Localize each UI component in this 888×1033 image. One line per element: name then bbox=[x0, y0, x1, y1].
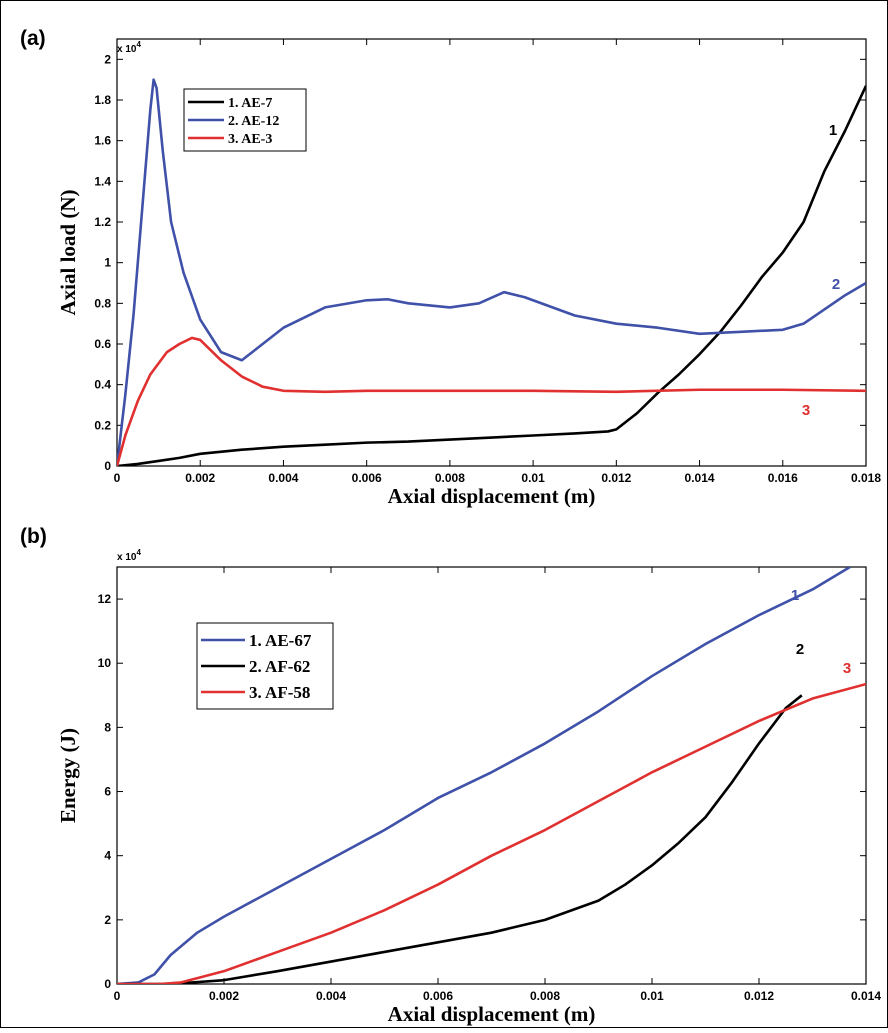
series-end-label-2: 2 bbox=[796, 641, 804, 658]
y-multiplier-base: x 10 bbox=[117, 44, 137, 55]
y-tick-label: 0.4 bbox=[94, 378, 111, 392]
y-tick-label: 10 bbox=[98, 656, 112, 670]
legend-label-3: 3. AF-58 bbox=[249, 683, 310, 702]
y-axis-label: Axial load (N) bbox=[56, 189, 80, 315]
y-tick-label: 4 bbox=[104, 849, 111, 863]
legend-label-1: 1. AE-7 bbox=[228, 96, 272, 111]
x-tick-label: 0.014 bbox=[851, 989, 881, 1003]
x-tick-label: 0 bbox=[114, 989, 121, 1003]
x-tick-label: 0.014 bbox=[685, 471, 715, 485]
y-tick-label: 8 bbox=[104, 720, 111, 734]
panel-label: (a) bbox=[20, 27, 46, 50]
y-tick-label: 2 bbox=[104, 52, 111, 66]
x-tick-label: 0.012 bbox=[601, 471, 631, 485]
series-end-label-2: 2 bbox=[832, 276, 840, 293]
x-axis-label: Axial displacement (m) bbox=[388, 1002, 596, 1026]
legend-label-2: 2. AE-12 bbox=[228, 114, 279, 129]
x-tick-label: 0.012 bbox=[744, 989, 774, 1003]
x-axis-label: Axial displacement (m) bbox=[388, 484, 596, 508]
x-tick-label: 0.004 bbox=[316, 989, 346, 1003]
x-tick-label: 0.018 bbox=[851, 471, 881, 485]
series-line-1 bbox=[117, 85, 866, 466]
series-line-1 bbox=[117, 567, 851, 984]
x-tick-label: 0.008 bbox=[530, 989, 560, 1003]
panel-a: (a) 0 0.002 0.004 0.006 0.008 0.01 0.012 0.014 0.… bbox=[20, 27, 881, 508]
y-tick-label: 1.2 bbox=[94, 215, 111, 229]
y-multiplier-exponent: 4 bbox=[136, 548, 141, 557]
y-multiplier: x 104 bbox=[117, 40, 141, 55]
y-axis-label: Energy (J) bbox=[56, 728, 80, 823]
y-tick-label: 0.6 bbox=[94, 337, 111, 351]
y-tick-label: 0 bbox=[104, 459, 111, 473]
y-tick-label: 1.4 bbox=[94, 174, 111, 188]
x-tick-label: 0.016 bbox=[768, 471, 798, 485]
y-multiplier: x 104 bbox=[117, 548, 141, 563]
series-line-3 bbox=[117, 336, 866, 466]
x-tick-label: 0.006 bbox=[352, 471, 382, 485]
plot-area-frame bbox=[116, 566, 867, 985]
y-tick-label: 1.8 bbox=[94, 93, 111, 107]
series-end-label-1: 1 bbox=[829, 122, 837, 139]
series-end-label-3: 3 bbox=[802, 402, 810, 419]
y-tick-label: 0.8 bbox=[94, 296, 111, 310]
series-end-label-3: 3 bbox=[843, 660, 851, 677]
y-tick-label: 0 bbox=[104, 977, 111, 991]
series-line-3 bbox=[117, 682, 866, 984]
y-tick-label: 6 bbox=[104, 785, 111, 799]
series-line-2 bbox=[117, 78, 866, 466]
y-multiplier-base: x 10 bbox=[117, 552, 137, 563]
panel-b: (b) 0 0.002 0.004 0.006 0.008 0.01 0.012 0.014 0 2… bbox=[20, 525, 881, 1026]
series-line-2 bbox=[117, 694, 803, 984]
legend-label-3: 3. AE-3 bbox=[228, 132, 272, 147]
x-tick-label: 0 bbox=[114, 471, 121, 485]
panel-label: (b) bbox=[20, 525, 47, 548]
y-multiplier-exponent: 4 bbox=[136, 40, 141, 49]
y-tick-label: 12 bbox=[98, 592, 112, 606]
x-tick-label: 0.01 bbox=[521, 471, 545, 485]
x-tick-label: 0.008 bbox=[435, 471, 465, 485]
legend-label-1: 1. AE-67 bbox=[249, 631, 312, 650]
x-tick-label: 0.01 bbox=[640, 989, 664, 1003]
plot-area-frame bbox=[116, 38, 867, 467]
y-tick-label: 1 bbox=[104, 256, 111, 270]
y-tick-label: 1.6 bbox=[94, 134, 111, 148]
x-tick-label: 0.002 bbox=[185, 471, 215, 485]
series-end-label-1: 1 bbox=[791, 587, 799, 604]
x-tick-label: 0.004 bbox=[268, 471, 298, 485]
x-tick-label: 0.002 bbox=[209, 989, 239, 1003]
legend-label-2: 2. AF-62 bbox=[249, 657, 310, 676]
y-tick-label: 0.2 bbox=[94, 418, 111, 432]
y-tick-label: 2 bbox=[104, 913, 111, 927]
x-tick-label: 0.006 bbox=[423, 989, 453, 1003]
